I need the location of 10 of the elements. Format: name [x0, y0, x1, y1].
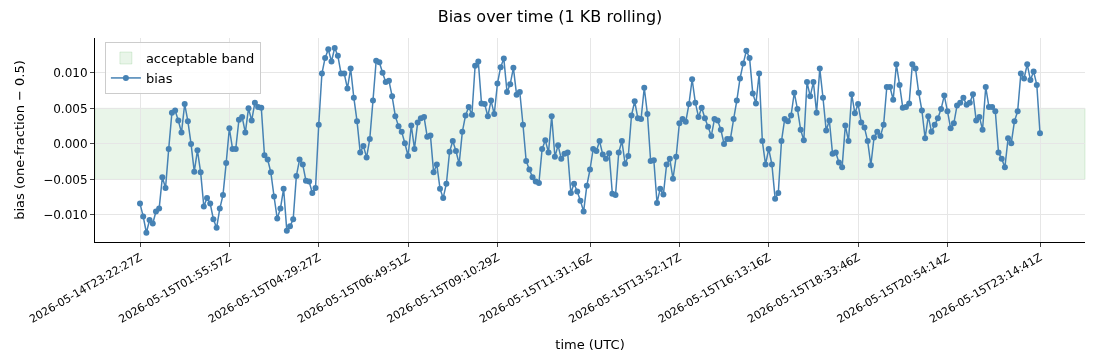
y-tick-label: −0.010 [43, 208, 88, 223]
y-axis-title: bias (one-fraction − 0.5) [12, 60, 28, 220]
legend-label: bias [145, 71, 173, 86]
legend-label: acceptable band [145, 51, 255, 67]
chart-title: Bias over time (1 KB rolling) [437, 7, 663, 26]
y-tick-label: 0.005 [53, 101, 88, 116]
y-tick-label: −0.005 [43, 172, 88, 187]
x-axis-title: time (UTC) [555, 337, 625, 353]
y-tick-label: 0.000 [53, 137, 88, 152]
y-tick-label: 0.010 [53, 66, 88, 81]
